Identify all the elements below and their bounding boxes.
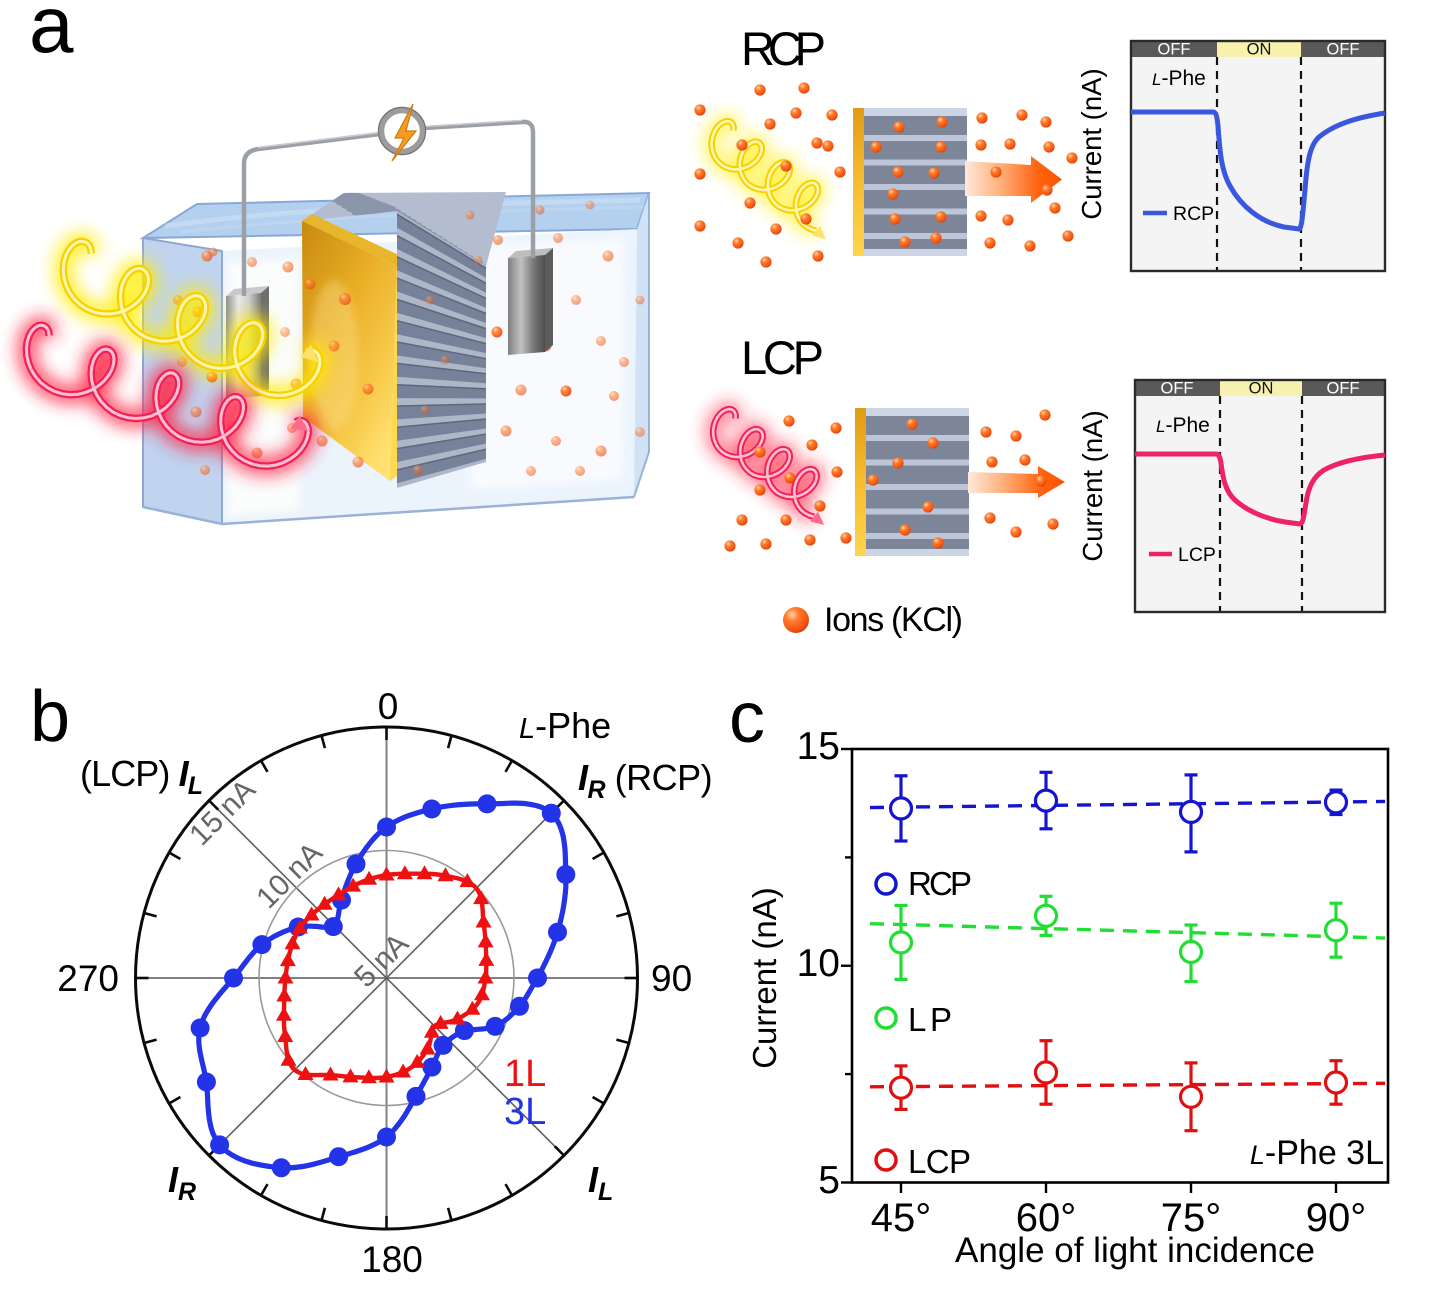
svg-text:5: 5	[818, 1159, 840, 1202]
svg-text:5 nA: 5 nA	[348, 927, 415, 994]
svg-text:LCP: LCP	[908, 1143, 971, 1180]
svg-text:L-Phe: L-Phe	[519, 705, 611, 746]
svg-text:b: b	[30, 677, 70, 757]
svg-text:75°: 75°	[1161, 1196, 1222, 1240]
svg-text:0: 0	[378, 686, 399, 727]
svg-text:Ions (KCl): Ions (KCl)	[824, 601, 963, 639]
svg-text:LP: LP	[908, 1001, 952, 1038]
svg-text:RCP: RCP	[1173, 203, 1214, 225]
svg-text:90: 90	[651, 958, 692, 999]
svg-text:ON: ON	[1247, 41, 1272, 59]
svg-text:RCP: RCP	[741, 22, 826, 75]
svg-text:270: 270	[57, 958, 119, 999]
svg-text:60°: 60°	[1016, 1196, 1077, 1240]
svg-text:ON: ON	[1249, 380, 1274, 398]
svg-text:OFF: OFF	[1158, 41, 1191, 59]
svg-text:a: a	[29, 0, 74, 69]
svg-text:90°: 90°	[1306, 1196, 1367, 1240]
svg-text:OFF: OFF	[1327, 41, 1360, 59]
svg-text:10 nA: 10 nA	[250, 836, 329, 915]
svg-text:15: 15	[797, 725, 840, 768]
svg-text:IR: IR	[168, 1159, 196, 1206]
svg-text:L-Phe 3L: L-Phe 3L	[1250, 1134, 1384, 1172]
svg-text:L-Phe: L-Phe	[1156, 414, 1210, 437]
svg-text:OFF: OFF	[1327, 380, 1360, 398]
svg-text:LCP: LCP	[741, 331, 824, 384]
svg-text:45°: 45°	[871, 1196, 932, 1240]
svg-text:Current (nA): Current (nA)	[1076, 68, 1107, 219]
svg-text:L-Phe: L-Phe	[1152, 67, 1206, 90]
svg-text:Current (nA): Current (nA)	[1077, 410, 1108, 561]
svg-text:1L: 1L	[504, 1053, 546, 1095]
svg-text:LCP: LCP	[1178, 544, 1216, 566]
svg-text:RCP: RCP	[908, 865, 972, 902]
svg-text:3L: 3L	[504, 1091, 546, 1133]
svg-text:IR (RCP): IR (RCP)	[578, 757, 712, 804]
svg-text:10: 10	[797, 942, 840, 985]
svg-text:IL: IL	[588, 1159, 613, 1206]
svg-text:c: c	[729, 678, 765, 758]
svg-text:Current (nA): Current (nA)	[746, 887, 783, 1069]
svg-text:OFF: OFF	[1161, 380, 1194, 398]
svg-text:180: 180	[361, 1239, 423, 1280]
svg-text:Angle of light incidence: Angle of light incidence	[955, 1231, 1315, 1270]
svg-text:(LCP) IL: (LCP) IL	[80, 753, 202, 800]
